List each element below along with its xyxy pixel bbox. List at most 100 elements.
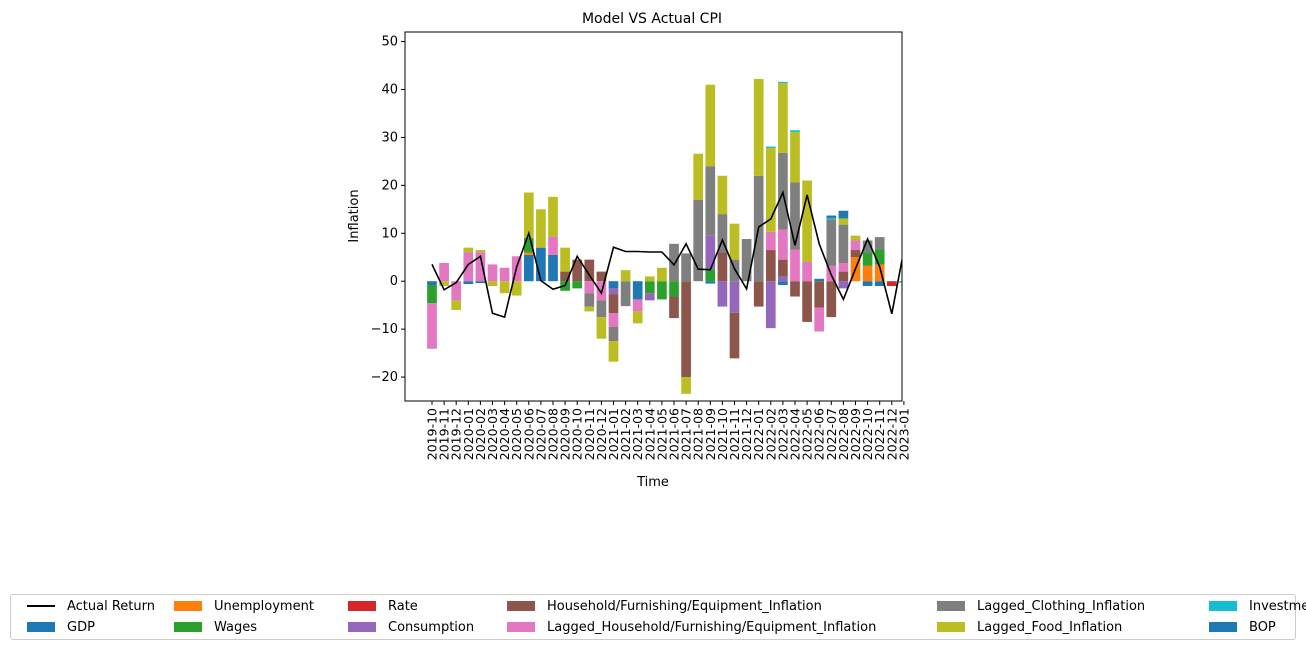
x-tick-label: 2021-01 (606, 408, 621, 460)
x-tick-label: 2021-03 (630, 408, 645, 460)
bar-segment (487, 281, 498, 286)
bar-segment (536, 209, 546, 248)
x-tick-label: 2020-09 (558, 408, 573, 460)
legend-item: Wages (174, 617, 257, 637)
bar-segment (814, 278, 825, 282)
bar-segment (681, 253, 691, 282)
bar-segment (838, 224, 849, 263)
bar-segment (790, 249, 800, 282)
bar-segment (681, 377, 691, 394)
bar-segment (705, 235, 716, 270)
bar-segment (632, 311, 643, 324)
legend-item: Consumption (348, 617, 474, 637)
bar-segment (765, 231, 776, 251)
bar-segment (874, 249, 885, 265)
bar-segment (427, 285, 437, 304)
bar-segment (427, 303, 437, 349)
x-tick-label: 2021-02 (618, 408, 633, 460)
legend-item: GDP (27, 617, 95, 637)
bar-segment (644, 281, 655, 294)
bar-segment (850, 250, 861, 258)
bar-segment (814, 281, 825, 308)
bar-segment (717, 281, 728, 307)
bar-segment (608, 341, 619, 362)
bar-segment (705, 166, 716, 236)
x-tick-label: 2020-12 (594, 408, 609, 460)
bar-segment (814, 307, 825, 332)
x-axis-label: Time (636, 475, 669, 490)
bar-segment (874, 281, 885, 286)
legend-item: Lagged_Food_Inflation (937, 617, 1122, 637)
legend-item: Lagged_Clothing_Inflation (937, 596, 1145, 616)
bar-segment (838, 281, 849, 289)
bar-segment (899, 281, 902, 283)
x-tick-label: 2020-10 (570, 408, 585, 460)
bar-segment (778, 276, 788, 282)
bar-segment (729, 281, 740, 313)
bar-segment (669, 243, 679, 282)
x-tick-label: 2022-10 (860, 408, 875, 460)
bar-segment (608, 326, 619, 342)
legend-item: Unemployment (174, 596, 314, 616)
bar-segment (560, 247, 570, 272)
legend-label: Lagged_Household/Furnishing/Equipment_In… (547, 619, 877, 635)
x-tick-label: 2020-07 (533, 408, 548, 460)
bar-segment (850, 240, 861, 251)
x-tick-label: 2021-10 (715, 408, 730, 460)
x-tick-label: 2019-11 (437, 408, 452, 460)
chart-legend: Actual Return GDP Unemployment Wages Rate Con… (10, 594, 1306, 640)
legend-label: Consumption (388, 619, 475, 635)
bar-segment (608, 313, 619, 327)
x-tick-label: 2023-01 (896, 408, 911, 460)
bar-segment (548, 254, 558, 282)
legend-swatch (937, 622, 965, 632)
legend-item: BOP (1209, 617, 1276, 637)
x-tick-label: 2020-06 (521, 408, 536, 460)
bar-segment (850, 235, 861, 241)
bar-segment (681, 281, 691, 378)
bar-segment (536, 247, 546, 282)
bar-segment (838, 210, 849, 219)
bar-segment (608, 294, 619, 314)
x-tick-label: 2022-05 (800, 408, 815, 460)
bar-segment (778, 281, 788, 286)
actual-return-line (431, 190, 902, 319)
bar-segment (802, 180, 812, 263)
x-tick-label: 2019-10 (425, 408, 440, 460)
y-tick-label: 50 (381, 35, 398, 50)
bar-segment (608, 288, 619, 295)
bar-segment (548, 196, 558, 237)
x-tick-label: 2022-07 (824, 408, 839, 460)
chart-title: Model VS Actual CPI (582, 11, 722, 27)
bar-segment (705, 281, 716, 284)
x-tick-label: 2020-04 (497, 408, 512, 460)
x-tick-label: 2021-12 (739, 408, 754, 460)
y-tick-label: −10 (371, 322, 398, 337)
bar-segment (826, 215, 837, 218)
bar-segment (705, 84, 716, 167)
x-tick-label: 2021-11 (727, 408, 742, 460)
x-axis: 2019-102019-112019-122020-012020-022020-… (425, 401, 911, 460)
bar-segment (644, 276, 655, 282)
bar-segment (753, 281, 764, 307)
x-tick-label: 2020-05 (509, 408, 524, 460)
bar-segment (596, 271, 607, 282)
x-tick-label: 2019-12 (449, 408, 464, 460)
y-tick-label: 10 (381, 226, 398, 241)
bar-segment (463, 247, 474, 253)
bar-segment (802, 281, 812, 322)
legend-swatch (348, 601, 376, 611)
bar-segment (778, 229, 788, 260)
legend-label: Rate (388, 598, 418, 614)
x-tick-label: 2022-04 (788, 408, 803, 460)
x-tick-label: 2020-03 (485, 408, 500, 460)
bar-segment (523, 238, 534, 253)
bar-segment (826, 281, 837, 318)
x-tick-label: 2022-09 (848, 408, 863, 460)
bar-segment (523, 254, 534, 282)
bar-segment (717, 175, 728, 215)
legend-item: Household/Furnishing/Equipment_Inflation (507, 596, 822, 616)
bar-segment (523, 192, 534, 239)
bar-segment (669, 296, 679, 319)
bar-segment (741, 239, 752, 282)
